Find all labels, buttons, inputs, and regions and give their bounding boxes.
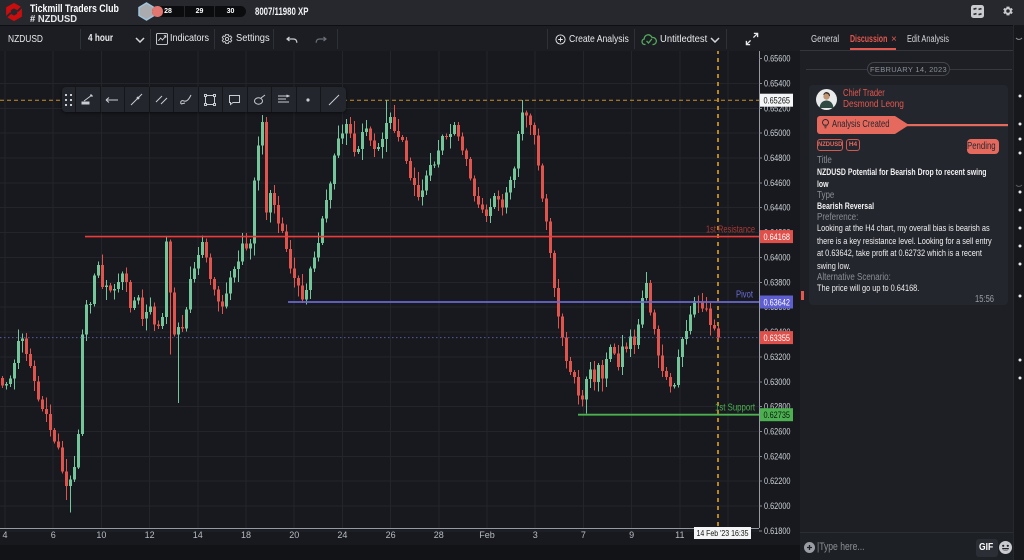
svg-text:0.62800: 0.62800 bbox=[764, 402, 791, 412]
svg-text:1st Resistance: 1st Resistance bbox=[706, 225, 755, 236]
svg-text:14 Feb '23 16:35: 14 Feb '23 16:35 bbox=[697, 528, 749, 538]
svg-text:18: 18 bbox=[241, 530, 251, 540]
svg-text:0.64800: 0.64800 bbox=[764, 153, 791, 163]
svg-text:Feb: Feb bbox=[479, 530, 495, 540]
svg-text:0.63200: 0.63200 bbox=[764, 352, 791, 362]
svg-text:1st Support: 1st Support bbox=[715, 403, 755, 414]
svg-text:0.65600: 0.65600 bbox=[764, 54, 791, 64]
svg-text:0.62600: 0.62600 bbox=[764, 427, 791, 437]
svg-text:24: 24 bbox=[337, 530, 347, 540]
svg-text:0.64600: 0.64600 bbox=[764, 178, 791, 188]
svg-text:12: 12 bbox=[145, 530, 155, 540]
svg-text:0.64400: 0.64400 bbox=[764, 203, 791, 213]
svg-text:0.63642: 0.63642 bbox=[764, 298, 791, 308]
svg-text:4: 4 bbox=[2, 530, 7, 540]
svg-text:0.62000: 0.62000 bbox=[764, 501, 791, 511]
svg-text:9: 9 bbox=[629, 530, 634, 540]
svg-text:0.65265: 0.65265 bbox=[764, 96, 791, 106]
svg-text:0.65400: 0.65400 bbox=[764, 79, 791, 89]
svg-text:0.64000: 0.64000 bbox=[764, 253, 791, 263]
svg-text:0.64168: 0.64168 bbox=[764, 232, 791, 242]
svg-text:20: 20 bbox=[289, 530, 299, 540]
svg-text:0.63000: 0.63000 bbox=[764, 377, 791, 387]
svg-text:28: 28 bbox=[434, 530, 444, 540]
svg-text:0.62735: 0.62735 bbox=[764, 410, 791, 420]
svg-text:0.65000: 0.65000 bbox=[764, 128, 791, 138]
svg-text:14: 14 bbox=[193, 530, 203, 540]
svg-text:0.61800: 0.61800 bbox=[764, 526, 791, 536]
svg-text:0.65200: 0.65200 bbox=[764, 103, 791, 113]
svg-text:0.63355: 0.63355 bbox=[764, 333, 791, 343]
svg-text:7: 7 bbox=[581, 530, 586, 540]
svg-text:0.62200: 0.62200 bbox=[764, 476, 791, 486]
svg-text:26: 26 bbox=[386, 530, 396, 540]
svg-text:0.63800: 0.63800 bbox=[764, 277, 791, 287]
svg-text:3: 3 bbox=[533, 530, 538, 540]
svg-text:6: 6 bbox=[51, 530, 56, 540]
svg-text:Pivot: Pivot bbox=[736, 290, 753, 301]
svg-text:10: 10 bbox=[96, 530, 106, 540]
svg-text:11: 11 bbox=[675, 530, 684, 540]
svg-text:0.62400: 0.62400 bbox=[764, 451, 791, 461]
